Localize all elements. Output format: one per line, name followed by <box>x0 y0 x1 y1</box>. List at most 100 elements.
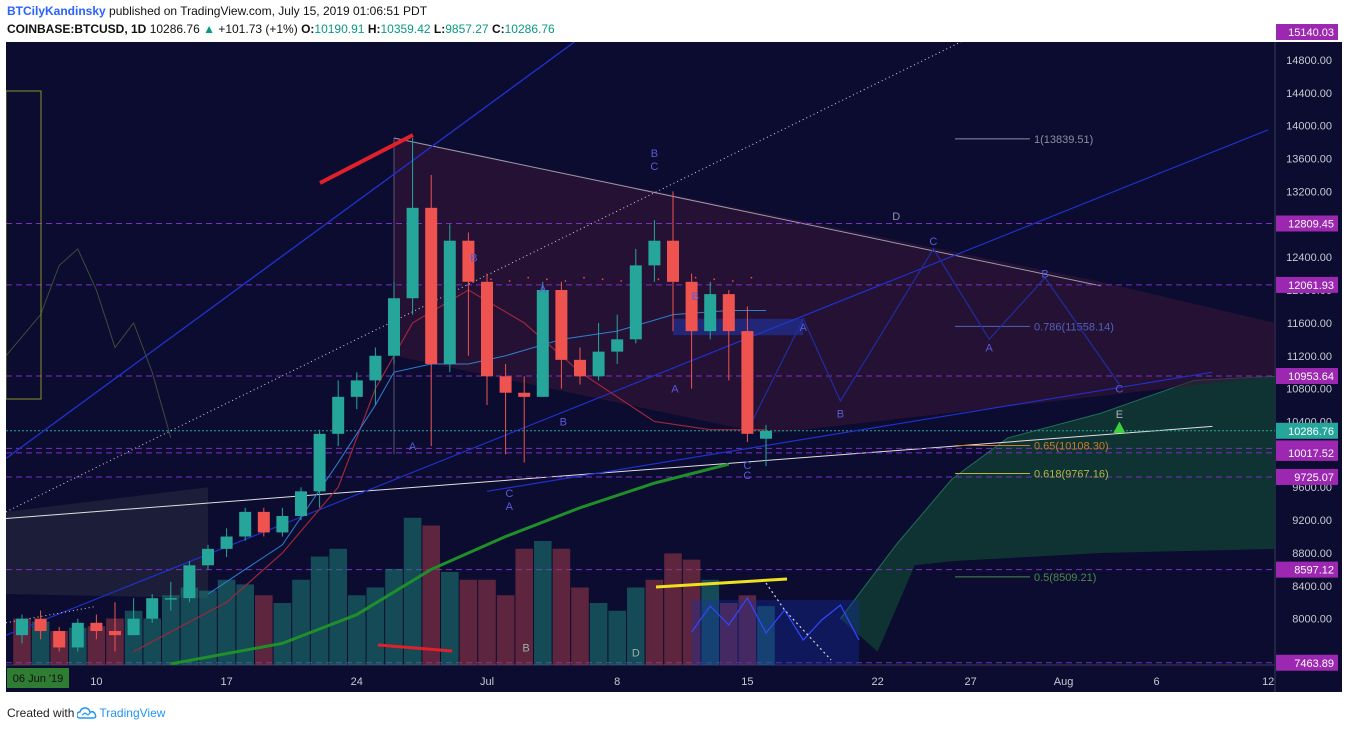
volume-bar <box>627 587 645 665</box>
moving-average-red <box>133 289 766 653</box>
footer: Created with TradingView <box>7 706 165 720</box>
wave-label: B <box>651 148 658 160</box>
volume-bar <box>478 579 496 665</box>
time-tick-label: 17 <box>220 676 232 688</box>
volume-bar <box>608 610 626 665</box>
author-link[interactable]: BTCilyKandinsky <box>7 4 106 18</box>
price-tick-label: 9200.00 <box>1292 515 1332 527</box>
start-date-badge <box>7 668 69 688</box>
volume-bar <box>348 595 366 665</box>
candle-body <box>481 281 493 377</box>
price-tag-box <box>1276 276 1338 293</box>
time-tick-label: 24 <box>351 676 363 688</box>
brand-name: TradingView <box>99 706 166 720</box>
open-value: 10190.91 <box>314 22 365 36</box>
candle-body <box>741 331 754 434</box>
time-tick-label: 27 <box>964 676 976 688</box>
price-tick-label: 14400.00 <box>1286 88 1332 100</box>
volume-bar <box>738 595 757 665</box>
candle-body <box>202 548 214 566</box>
time-tick-label: 8 <box>614 676 620 688</box>
psar-dot <box>601 278 604 281</box>
price-tick-label: 14800.00 <box>1286 55 1332 67</box>
price-tag-box <box>1276 468 1338 485</box>
candle-body <box>555 290 568 360</box>
psar-dot <box>527 276 530 279</box>
wave-label: B <box>1041 269 1048 281</box>
volume-bar <box>422 525 440 665</box>
close-value: 10286.76 <box>504 22 555 36</box>
wave-label: C <box>743 460 751 472</box>
fib-label: 0.618(9767.16) <box>1034 468 1109 480</box>
channel-lower <box>6 129 1269 636</box>
psar-dot <box>657 278 660 281</box>
last-price: 10286.76 <box>149 22 200 36</box>
volume-bar <box>236 584 254 665</box>
candle-body <box>760 430 772 439</box>
candle-body <box>313 433 326 492</box>
psar-dot <box>508 280 511 282</box>
low-label: L: <box>433 22 446 36</box>
price-tag-label: 12061.93 <box>1288 280 1334 292</box>
start-date-label: 06 Jun '19 <box>13 673 63 685</box>
volume-bar <box>180 587 199 665</box>
fibonacci-levels: 1(13839.51) 0.786(11558.14) 0.65(10108.30)… <box>955 134 1114 584</box>
candle-body <box>109 631 121 636</box>
candle-body <box>406 207 419 299</box>
psar-dot <box>620 280 623 282</box>
volume-bar <box>87 626 106 665</box>
tradingview-logo[interactable]: TradingView <box>77 706 165 720</box>
candle-body <box>34 618 47 632</box>
candle-body <box>332 396 345 434</box>
candle-body <box>257 511 270 533</box>
candle-body <box>369 355 382 381</box>
highlight-box <box>6 90 42 400</box>
volume-bar <box>385 568 403 665</box>
price-tag-label: 8597.12 <box>1294 565 1334 577</box>
fib-label: 0.65(10108.30) <box>1034 440 1109 452</box>
created-with-text: Created with <box>7 706 75 720</box>
time-tick-label: 15 <box>741 676 753 688</box>
wave-label: D <box>892 211 900 223</box>
candle-body <box>667 240 679 282</box>
price-tag-label: 15140.03 <box>1288 27 1334 39</box>
candle-body <box>350 380 363 397</box>
psar-dot <box>694 276 697 279</box>
wave-label: E <box>1116 409 1123 421</box>
high-value: 10359.42 <box>380 22 431 36</box>
psar-dot <box>564 280 567 282</box>
time-tick-label: 12 <box>1262 676 1274 688</box>
symbol-name[interactable]: COINBASE:BTCUSD, 1D <box>7 22 147 36</box>
volume-bar <box>329 548 347 665</box>
volume-bar <box>589 603 608 665</box>
candle-body <box>183 565 196 599</box>
price-tags: 15140.03 12809.45 12061.93 10953.64 10286.76… <box>1276 23 1338 671</box>
price-tick-label: 11200.00 <box>1287 351 1332 363</box>
price-tag-box <box>1276 561 1338 578</box>
high-label: H: <box>367 22 381 36</box>
candle-body <box>16 618 28 636</box>
candle-body <box>462 240 475 282</box>
price-tag-box <box>1276 654 1338 671</box>
tradingview-cloud-icon <box>77 707 97 719</box>
price-tag-label: 7463.89 <box>1294 658 1334 670</box>
close-label: C: <box>491 22 505 36</box>
channel-mid <box>486 371 1213 492</box>
candle-body <box>685 281 698 332</box>
candle-body <box>220 536 233 549</box>
low-value: 9857.27 <box>445 22 489 36</box>
time-tick-label: Jul <box>480 676 494 688</box>
wave-label: C <box>743 470 751 482</box>
fib-label: 0.786(11558.14) <box>1034 321 1114 333</box>
wave-label: A <box>800 322 808 334</box>
price-tag-label: 12809.45 <box>1288 219 1334 231</box>
wave-label: A <box>409 441 417 453</box>
price-axis-background <box>1275 42 1342 692</box>
time-tick-label: 6 <box>1154 676 1160 688</box>
candle-body <box>443 240 456 364</box>
dotted-trend-small <box>6 605 97 624</box>
time-tick-label: 10 <box>90 676 102 688</box>
volume-bars <box>13 517 860 665</box>
